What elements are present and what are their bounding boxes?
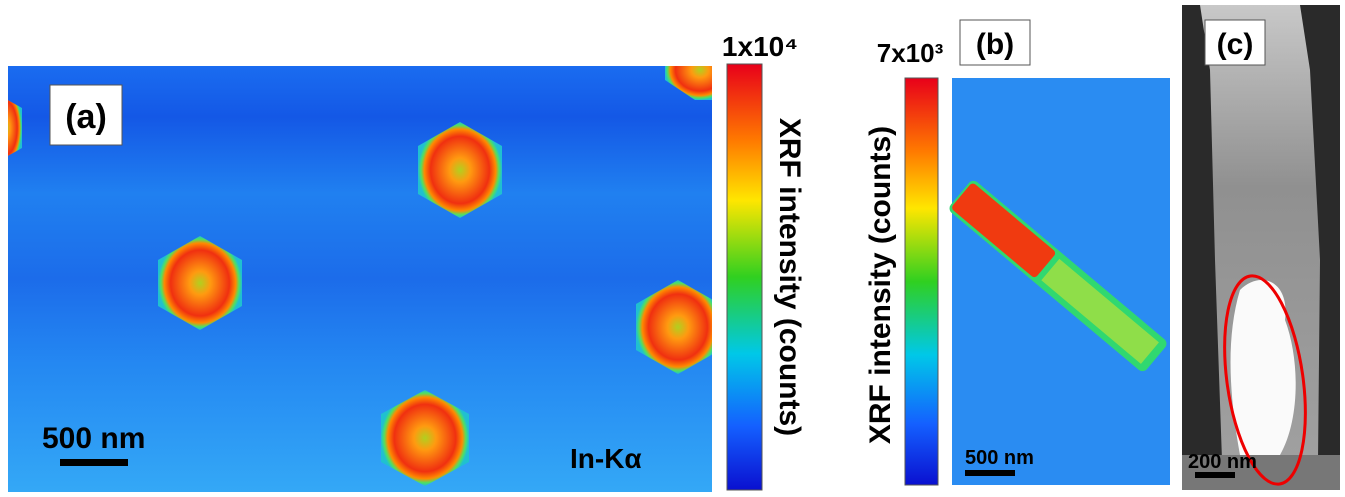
scale-bar-label: 500 nm: [965, 447, 1034, 469]
scale-bar: [1195, 472, 1235, 478]
element-label: In-Kα: [570, 443, 642, 474]
colorbar: [905, 78, 938, 485]
panel-label: (a): [65, 98, 107, 136]
colorbar-max: 7x10³: [877, 38, 944, 68]
colorbar-title: XRF intensity (counts): [773, 118, 806, 436]
panel-label: (c): [1217, 28, 1254, 61]
scale-bar-label: 200 nm: [1188, 451, 1257, 473]
panel-label: (b): [976, 28, 1014, 61]
colorbar: [727, 64, 762, 490]
scale-bar: [60, 459, 128, 466]
colorbar-max: 1x10⁴: [722, 31, 798, 62]
figure: (a) 500 nm In-Kα 1x10⁴ XRF intensity (co…: [0, 0, 1345, 492]
scale-bar: [965, 470, 1015, 476]
panel-c-image: [1182, 5, 1340, 490]
scale-bar-label: 500 nm: [42, 422, 145, 455]
colorbar-title: XRF intensity (counts): [864, 126, 897, 444]
